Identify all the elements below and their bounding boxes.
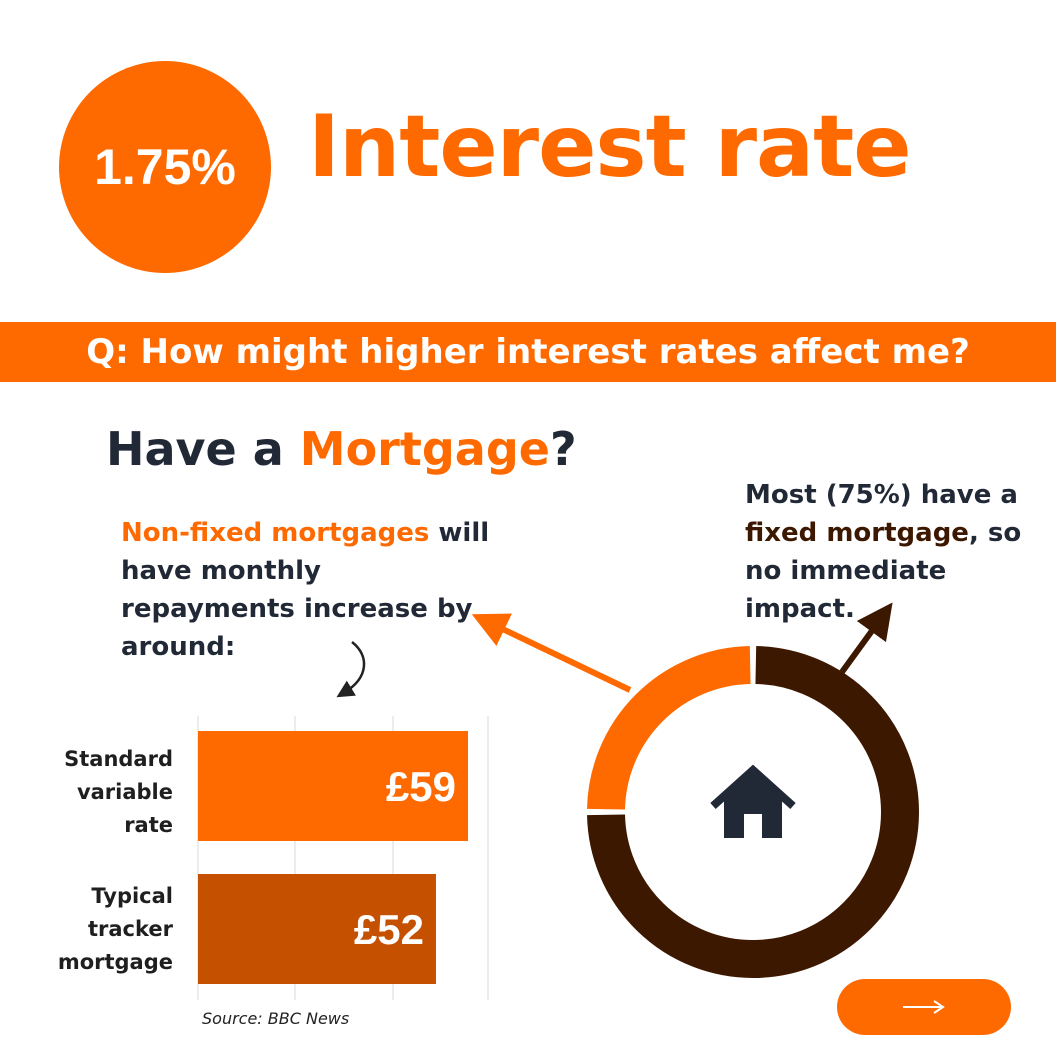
bar-value-label: £59 — [386, 763, 456, 810]
bar-chart: £59 £52 — [197, 716, 489, 1000]
bar-label-standard-variable: Standard variable rate — [64, 747, 173, 837]
page-title: Interest rate — [308, 97, 912, 197]
bar-label-tracker: Typical tracker mortgage — [57, 884, 173, 974]
bar — [198, 731, 468, 841]
rate-badge: 1.75% — [59, 61, 271, 273]
donut-chart — [587, 646, 919, 978]
section-title: Have a Mortgage? — [106, 422, 577, 476]
nonfixed-pointer-arrow — [471, 613, 632, 693]
next-button[interactable] — [837, 979, 1011, 1035]
question-text: Q: How might higher interest rates affec… — [86, 332, 970, 372]
fixed-pointer-arrow — [839, 602, 893, 674]
nonfixed-rest: will have monthly repayments increase by… — [121, 518, 490, 662]
bar — [198, 874, 436, 984]
nonfixed-accent: Non-fixed mortgages — [121, 518, 430, 548]
fixed-accent: fixed mortgage — [745, 518, 969, 548]
curved-pointer-arrow — [336, 641, 366, 698]
fixed-suffix: , so no immediate impact. — [745, 518, 1022, 624]
section-title-suffix: ? — [549, 422, 577, 476]
section-title-accent: Mortgage — [299, 422, 550, 476]
bar-value-label: £52 — [354, 906, 424, 953]
arrow-right-icon — [903, 1000, 945, 1014]
rate-value: 1.75% — [94, 139, 236, 195]
question-banner: Q: How might higher interest rates affec… — [0, 322, 1056, 382]
fixed-prefix: Most (75%) have a — [745, 480, 1018, 510]
donut-slice — [587, 646, 751, 810]
nonfixed-callout: Non-fixed mortgages will have monthly re… — [121, 514, 501, 666]
fixed-callout: Most (75%) have a fixed mortgage, so no … — [745, 476, 1045, 628]
donut-slice — [587, 646, 919, 978]
source-note: Source: BBC News — [202, 1009, 350, 1028]
section-title-prefix: Have a — [106, 422, 300, 476]
house-icon — [710, 764, 796, 838]
